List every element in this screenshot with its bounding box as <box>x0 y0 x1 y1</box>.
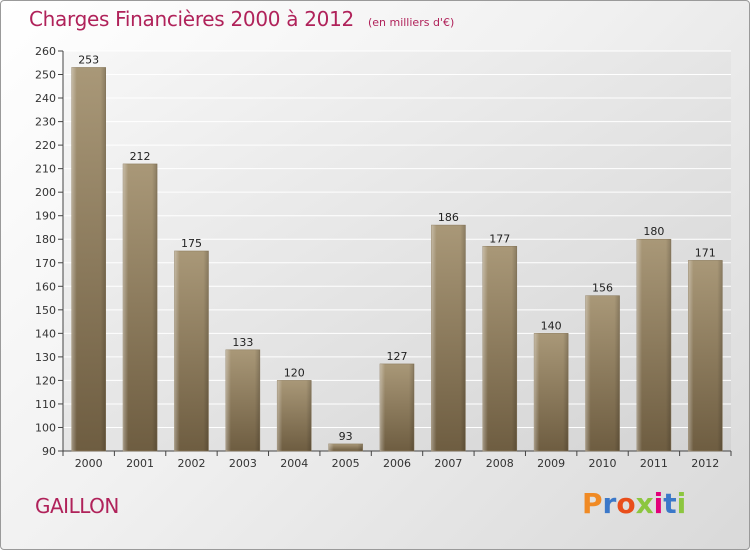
data-label: 180 <box>643 225 664 238</box>
logo-letter: i <box>676 487 687 520</box>
chart-title: Charges Financières 2000 à 2012 (en milli… <box>29 7 454 31</box>
data-label: 156 <box>592 282 613 295</box>
x-tick-label: 2012 <box>691 457 719 470</box>
y-tick-label: 220 <box>35 139 56 152</box>
bar-shading <box>431 225 466 451</box>
y-tick-label: 250 <box>35 69 56 82</box>
x-tick-label: 2001 <box>126 457 154 470</box>
bar-shading <box>277 380 312 451</box>
bar-shading <box>636 239 671 451</box>
y-tick-label: 120 <box>35 374 56 387</box>
y-tick-label: 230 <box>35 116 56 129</box>
x-tick-label: 2005 <box>332 457 360 470</box>
x-tick-label: 2006 <box>383 457 411 470</box>
tick-labels: 90 100 110 120 130 140 150 160 170 180 190 200 210 22… <box>35 45 719 470</box>
y-tick-label: 190 <box>35 210 56 223</box>
data-label: 253 <box>78 53 99 66</box>
y-tick-label: 240 <box>35 92 56 105</box>
data-label: 171 <box>695 246 716 259</box>
x-tick-label: 2011 <box>640 457 668 470</box>
chart-subtitle: (en milliers d'€) <box>367 16 455 29</box>
city-name: GAILLON <box>35 494 119 518</box>
data-label: 127 <box>387 350 408 363</box>
data-label: 175 <box>181 237 202 250</box>
logo-letter: r <box>602 487 617 520</box>
y-tick-label: 150 <box>35 304 56 317</box>
x-tick-label: 2007 <box>434 457 462 470</box>
bar-shading <box>534 333 569 451</box>
y-tick-label: 260 <box>35 45 56 58</box>
y-tick-label: 130 <box>35 351 56 364</box>
data-label: 186 <box>438 211 459 224</box>
bar-shading <box>328 443 363 451</box>
logo-letter: i <box>653 487 664 520</box>
y-tick-label: 140 <box>35 327 56 340</box>
bar-shading <box>688 260 723 451</box>
bar-shading <box>174 251 209 451</box>
x-tick-label: 2008 <box>486 457 514 470</box>
y-tick-label: 100 <box>35 421 56 434</box>
data-label: 120 <box>284 366 305 379</box>
chart-title-text: Charges Financières 2000 à 2012 <box>29 7 354 31</box>
x-tick-label: 2004 <box>280 457 308 470</box>
bar-shading <box>482 246 517 451</box>
y-tick-label: 170 <box>35 257 56 270</box>
logo-letter: P <box>582 487 603 520</box>
y-tick-label: 210 <box>35 163 56 176</box>
bar-shading <box>380 363 414 451</box>
bar-shading <box>585 295 620 451</box>
data-label: 93 <box>339 430 353 443</box>
bars <box>71 67 723 452</box>
data-label: 140 <box>541 319 562 332</box>
y-tick-label: 90 <box>42 445 56 458</box>
x-tick-label: 2003 <box>229 457 257 470</box>
x-tick-label: 2002 <box>177 457 205 470</box>
x-tick-label: 2010 <box>589 457 617 470</box>
data-label: 177 <box>489 232 510 245</box>
logo-letter: t <box>663 487 677 520</box>
bar-shading <box>225 349 260 451</box>
data-labels: 253 212 175 133 120 93 127 186 177 140 156 180 171 <box>78 53 716 442</box>
data-label: 133 <box>232 336 253 349</box>
y-tick-label: 110 <box>35 398 56 411</box>
y-tick-label: 180 <box>35 233 56 246</box>
y-tick-label: 160 <box>35 280 56 293</box>
x-tick-label: 2000 <box>75 457 103 470</box>
bar-shading <box>71 67 106 452</box>
logo-letter: o <box>616 487 636 520</box>
x-tick-label: 2009 <box>537 457 565 470</box>
data-label: 212 <box>130 150 151 163</box>
y-tick-label: 200 <box>35 186 56 199</box>
bar-shading <box>123 163 158 452</box>
logo-letter: x <box>635 487 654 520</box>
proxiti-logo: Proxiti <box>582 487 686 520</box>
